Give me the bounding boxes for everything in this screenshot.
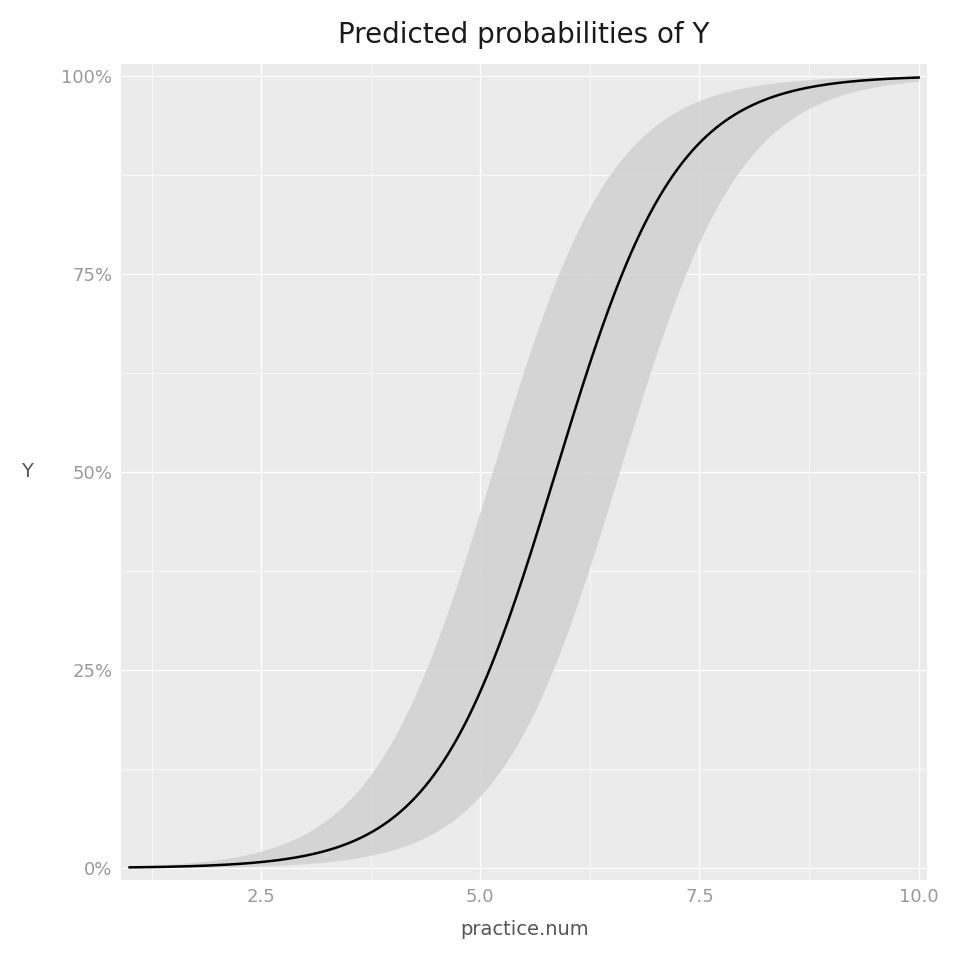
X-axis label: practice.num: practice.num xyxy=(460,921,588,939)
Y-axis label: Y: Y xyxy=(21,463,33,481)
Title: Predicted probabilities of Y: Predicted probabilities of Y xyxy=(338,21,709,49)
